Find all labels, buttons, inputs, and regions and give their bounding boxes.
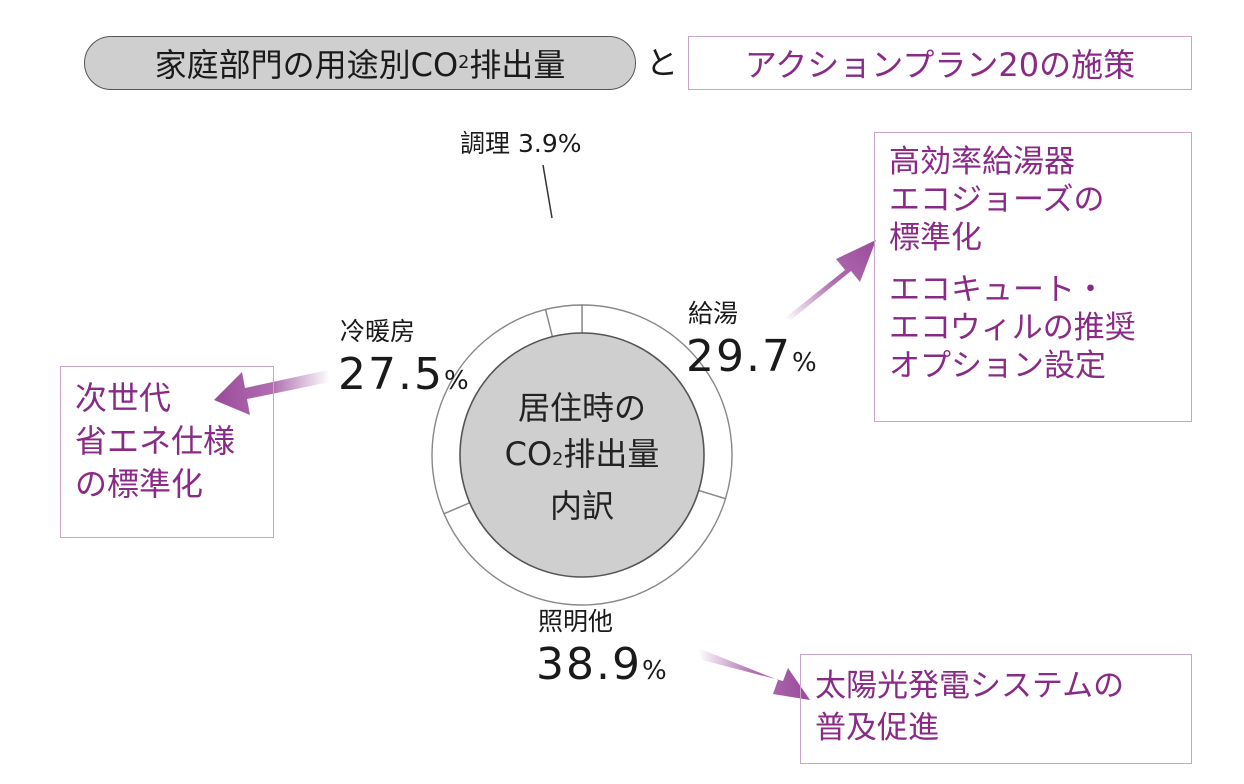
title-main-tail: 排出量	[469, 46, 566, 84]
hotwater-number: 29.7	[686, 331, 792, 382]
cooling-action-line: 次世代	[75, 379, 172, 417]
cooling-pct: %	[443, 366, 469, 396]
cooking-label: 調理 3.9%	[460, 130, 581, 158]
center-line-3: 内訳	[549, 487, 614, 525]
lighting-pct: %	[641, 656, 667, 686]
cooling-action-line: の標準化	[75, 465, 204, 503]
lighting-action-box: 太陽光発電システムの 普及促進	[800, 654, 1192, 764]
cooking-leader-line	[542, 164, 553, 219]
hotwater-label: 給湯	[688, 299, 739, 328]
title-main: 家庭部門の用途別CO	[154, 46, 459, 84]
pie-center-disc	[459, 332, 705, 578]
center-line-2-pre: CO	[504, 435, 553, 473]
chart-title: 家庭部門の用途別CO 2 排出量	[84, 36, 636, 90]
lighting-action-line: 普及促進	[815, 710, 939, 746]
lighting-label: 照明他	[538, 607, 614, 636]
hotwater-action-box: 高効率給湯器 エコジョーズの 標準化 エコキュート・ エコウィルの推奨 オプショ…	[874, 132, 1192, 422]
center-line-1: 居住時の	[517, 389, 646, 427]
title-subscript: 2	[458, 53, 470, 73]
lighting-action-line: 太陽光発電システムの	[815, 668, 1125, 704]
cooking-value: 3.9%	[517, 129, 582, 158]
title-connector: と	[646, 44, 679, 82]
center-line-2-post: 排出量	[563, 435, 660, 473]
cooking-name: 調理	[460, 129, 511, 158]
hotwater-value: 29.7%	[686, 334, 817, 386]
center-subscript: 2	[552, 450, 564, 470]
cooling-value: 27.5%	[338, 352, 469, 404]
cooling-action-box: 次世代 省エネ仕様 の標準化	[60, 366, 274, 538]
pie-center-label: 居住時の CO2排出量 内訳	[462, 385, 702, 529]
hotwater-action-line: エコキュート・	[889, 272, 1106, 308]
hotwater-action-line: エコウィルの推奨	[889, 310, 1136, 346]
cooling-action-line: 省エネ仕様	[75, 422, 236, 460]
lighting-arrow	[698, 648, 810, 700]
action-plan-title: アクションプラン20の施策	[688, 36, 1192, 90]
lighting-value: 38.9%	[536, 642, 667, 694]
hotwater-action-line: 高効率給湯器	[889, 144, 1075, 180]
hotwater-pct: %	[791, 348, 817, 378]
hotwater-arrow	[785, 240, 876, 320]
hotwater-action-line: オプション設定	[889, 348, 1106, 384]
lighting-number: 38.9	[536, 639, 642, 690]
hotwater-action-line: 標準化	[889, 220, 982, 256]
cooling-arrow	[214, 370, 330, 415]
center-line-2: CO2排出量	[462, 431, 702, 483]
cooling-number: 27.5	[338, 349, 444, 400]
cooling-label: 冷暖房	[340, 317, 416, 346]
hotwater-action-line: エコジョーズの	[889, 182, 1105, 218]
